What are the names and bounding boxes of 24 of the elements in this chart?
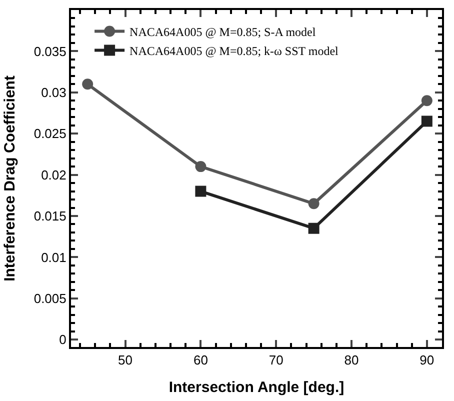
x-tick-label: 80: [344, 352, 359, 368]
x-axis-title: Intersection Angle [deg.]: [168, 379, 344, 396]
point: [195, 186, 206, 197]
point: [195, 161, 206, 172]
y-tick-label: 0.01: [41, 250, 66, 265]
point: [421, 95, 432, 106]
x-tick-label: 60: [193, 352, 208, 368]
y-tick-label: 0.015: [34, 208, 66, 224]
x-tick-label: 70: [268, 352, 284, 368]
y-tick-label: 0.035: [34, 44, 66, 59]
legend-label: NACA64A005 @ M=0.85; S-A model: [130, 24, 316, 39]
point: [308, 222, 320, 234]
y-tick-label: 0.005: [34, 290, 66, 306]
y-tick-label: 0.025: [34, 126, 66, 142]
y-tick-label: 0.02: [41, 167, 66, 182]
y-tick-label: 0: [59, 332, 66, 348]
point: [421, 116, 432, 127]
point: [308, 198, 320, 210]
legend-label: NACA64A005 @ M=0.85; k-ω SST model: [130, 44, 340, 58]
x-tick-label: 90: [420, 352, 434, 368]
x-tick-label: 50: [118, 352, 133, 368]
point: [82, 78, 94, 90]
y-axis-title: Interference Drag Coefficient: [2, 76, 19, 282]
y-tick-label: 0.03: [41, 84, 66, 100]
